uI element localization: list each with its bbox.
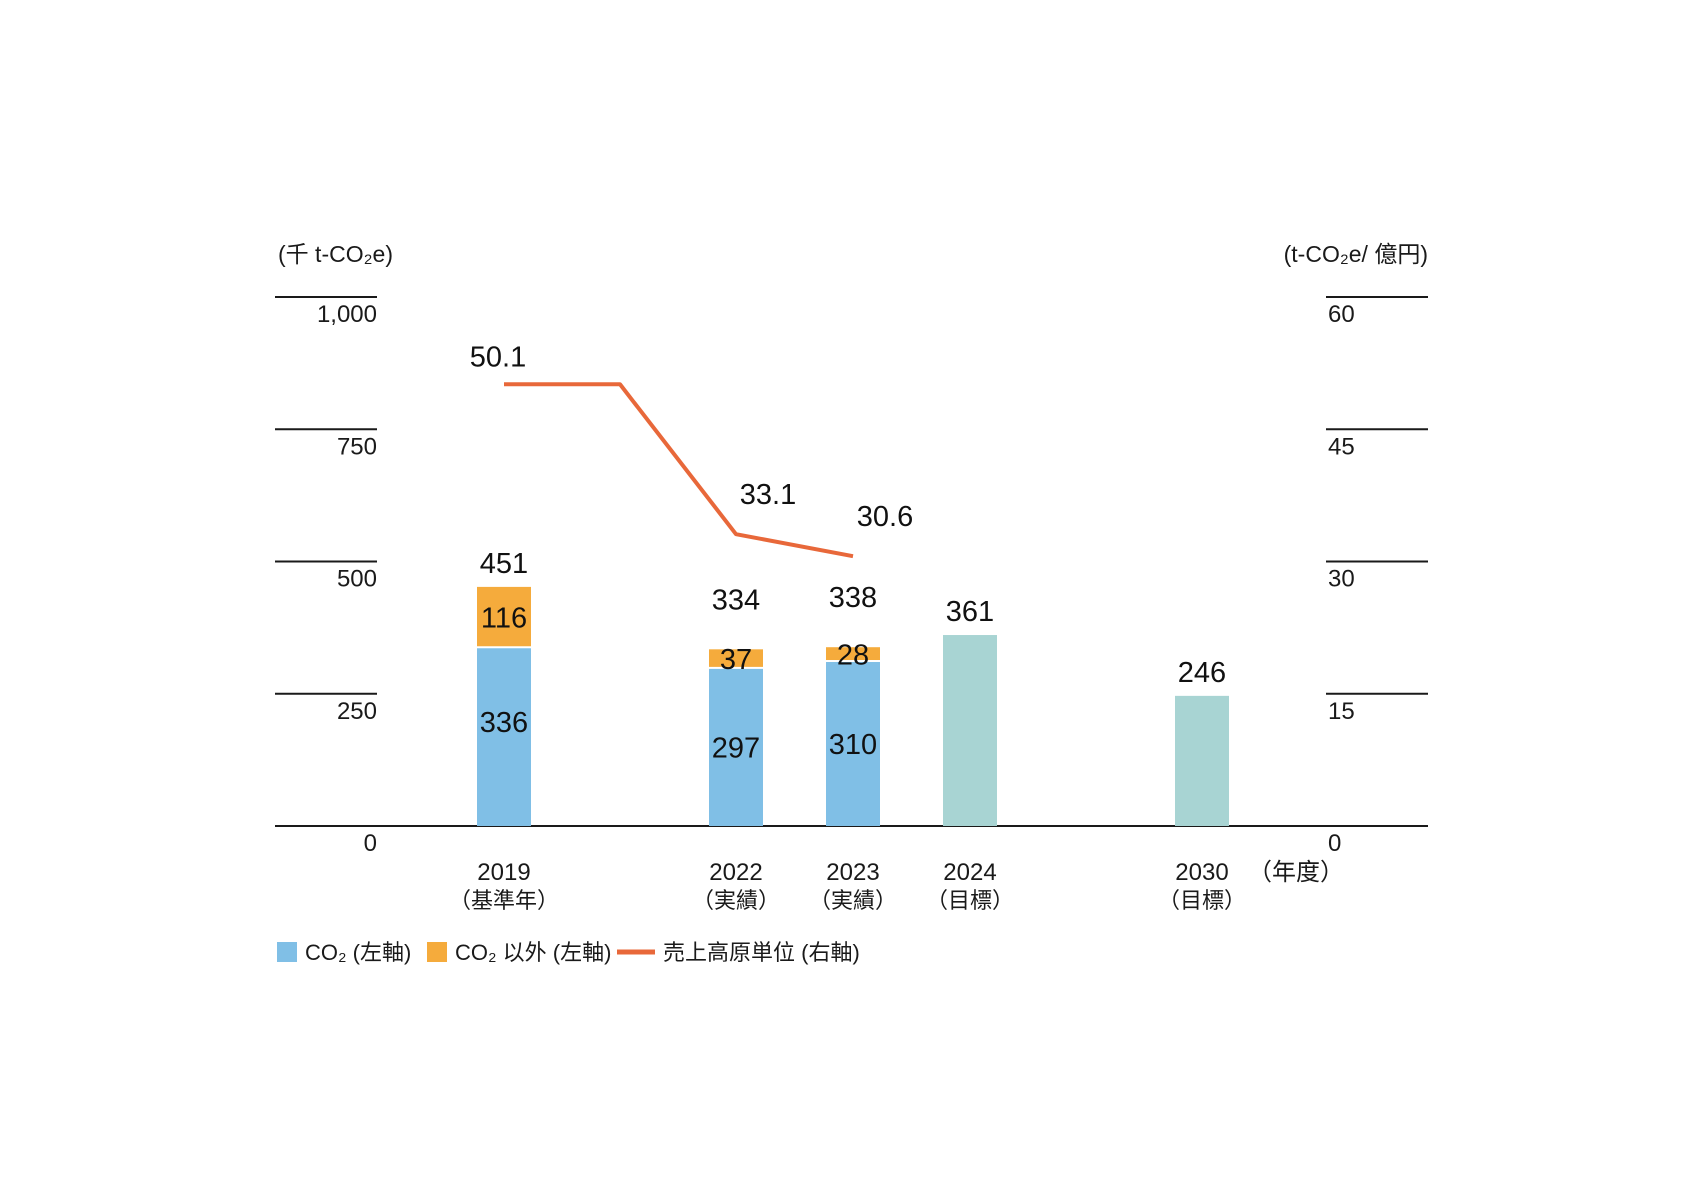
category-year-label: 2022 (709, 859, 762, 886)
right-axis-unit: (t-CO₂e/ 億円) (1284, 241, 1428, 267)
bar-other-label: 37 (720, 644, 752, 676)
left-tick-label: 250 (337, 698, 377, 725)
right-tick-label: 0 (1328, 830, 1341, 857)
category-note-label: （実績） (692, 888, 780, 913)
right-tick-label: 30 (1328, 566, 1355, 593)
line-point-label: 33.1 (740, 479, 796, 511)
category-note-label: （目標） (1158, 888, 1246, 913)
bar-co2 (709, 668, 763, 826)
legend-label: CO₂ (左軸) (305, 940, 411, 965)
category-year-label: 2023 (826, 859, 879, 886)
line-point-label: 50.1 (470, 341, 526, 373)
bar-other-gases (826, 647, 880, 661)
left-tick-label: 1,000 (317, 301, 377, 328)
left-tick-label: 0 (364, 830, 377, 857)
bar-total-label: 246 (1178, 657, 1226, 689)
legend-label: CO₂ 以外 (左軸) (455, 940, 611, 965)
right-tick-label: 45 (1328, 433, 1355, 460)
legend-label: 売上高原単位 (右軸) (663, 940, 860, 965)
category-note-label: （目標） (926, 888, 1014, 913)
bar-total-label: 338 (829, 582, 877, 614)
bar-co2-label: 310 (829, 729, 877, 761)
left-tick-label: 500 (337, 566, 377, 593)
line-point-label: 30.6 (857, 501, 913, 533)
bar-target (943, 635, 997, 826)
x-axis-unit: （年度） (1248, 859, 1344, 886)
bar-co2-label: 336 (480, 707, 528, 739)
bar-target (1175, 695, 1229, 826)
bar-total-label: 334 (712, 584, 760, 616)
bar-co2 (826, 662, 880, 826)
right-tick-label: 60 (1328, 301, 1355, 328)
bar-co2-label: 297 (712, 732, 760, 764)
bar-co2 (477, 648, 531, 826)
category-note-label: （基準年） (449, 888, 559, 913)
category-year-label: 2019 (477, 859, 530, 886)
left-axis-unit: (千 t-CO₂e) (278, 241, 393, 267)
bar-other-label: 28 (837, 640, 869, 672)
line-sales-intensity (504, 382, 854, 559)
category-year-label: 2030 (1175, 859, 1228, 886)
left-tick-label: 750 (337, 433, 377, 460)
bar-other-label: 116 (481, 603, 527, 635)
legend-swatch (277, 942, 297, 962)
bar-other-gases (477, 586, 531, 647)
legend-swatch (427, 942, 447, 962)
right-tick-label: 15 (1328, 698, 1355, 725)
bar-total-label: 361 (946, 596, 994, 628)
category-note-label: （実績） (809, 888, 897, 913)
bar-total-label: 451 (480, 548, 528, 580)
bar-other-gases (709, 649, 763, 667)
category-year-label: 2024 (943, 859, 996, 886)
